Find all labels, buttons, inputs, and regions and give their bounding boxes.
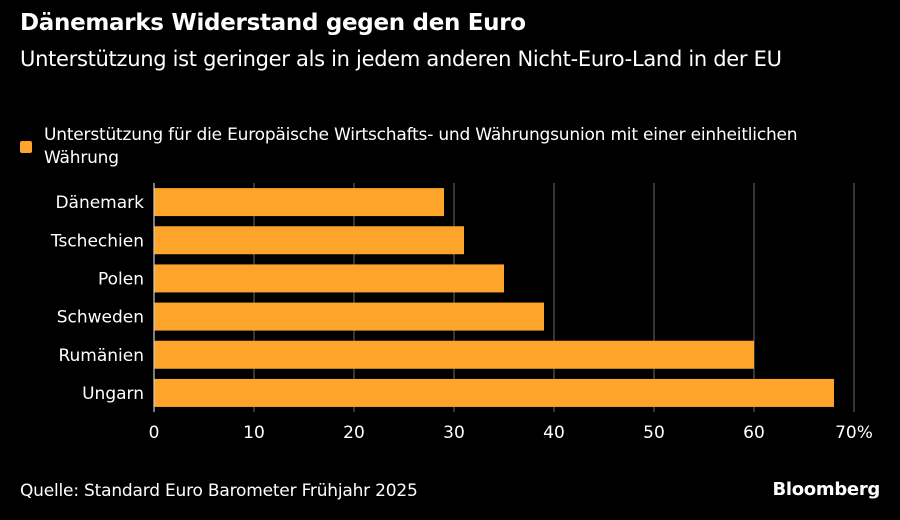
x-tick-label: 20 (343, 423, 365, 443)
x-tick-label: 40 (543, 423, 565, 443)
x-tick-label: 70% (835, 423, 873, 443)
bar (154, 302, 544, 331)
x-tick-label: 50 (643, 423, 665, 443)
bar (154, 226, 464, 255)
bar (154, 378, 834, 407)
x-tick-label: 0 (149, 423, 160, 443)
x-tick-label: 10 (243, 423, 265, 443)
category-label: Dänemark (55, 193, 144, 213)
category-label: Rumänien (58, 346, 144, 366)
legend-label: Unterstützung für die Europäische Wirtsc… (44, 125, 798, 168)
bloomberg-logo: Bloomberg (772, 479, 880, 500)
chart-title: Dänemarks Widerstand gegen den Euro (20, 10, 526, 36)
category-label: Schweden (57, 308, 144, 328)
bar (154, 188, 444, 217)
bar (154, 340, 754, 369)
category-label: Polen (98, 269, 144, 289)
bar (154, 264, 504, 293)
legend-swatch (20, 141, 32, 153)
x-tick-label: 60 (743, 423, 765, 443)
source-note: Quelle: Standard Euro Barometer Frühjahr… (20, 481, 418, 501)
legend: Unterstützung für die Europäische Wirtsc… (20, 124, 824, 170)
chart-subtitle: Unterstützung ist geringer als in jedem … (20, 47, 782, 71)
x-tick-label: 30 (443, 423, 465, 443)
category-label: Tschechien (50, 231, 144, 251)
category-label: Ungarn (82, 384, 144, 404)
